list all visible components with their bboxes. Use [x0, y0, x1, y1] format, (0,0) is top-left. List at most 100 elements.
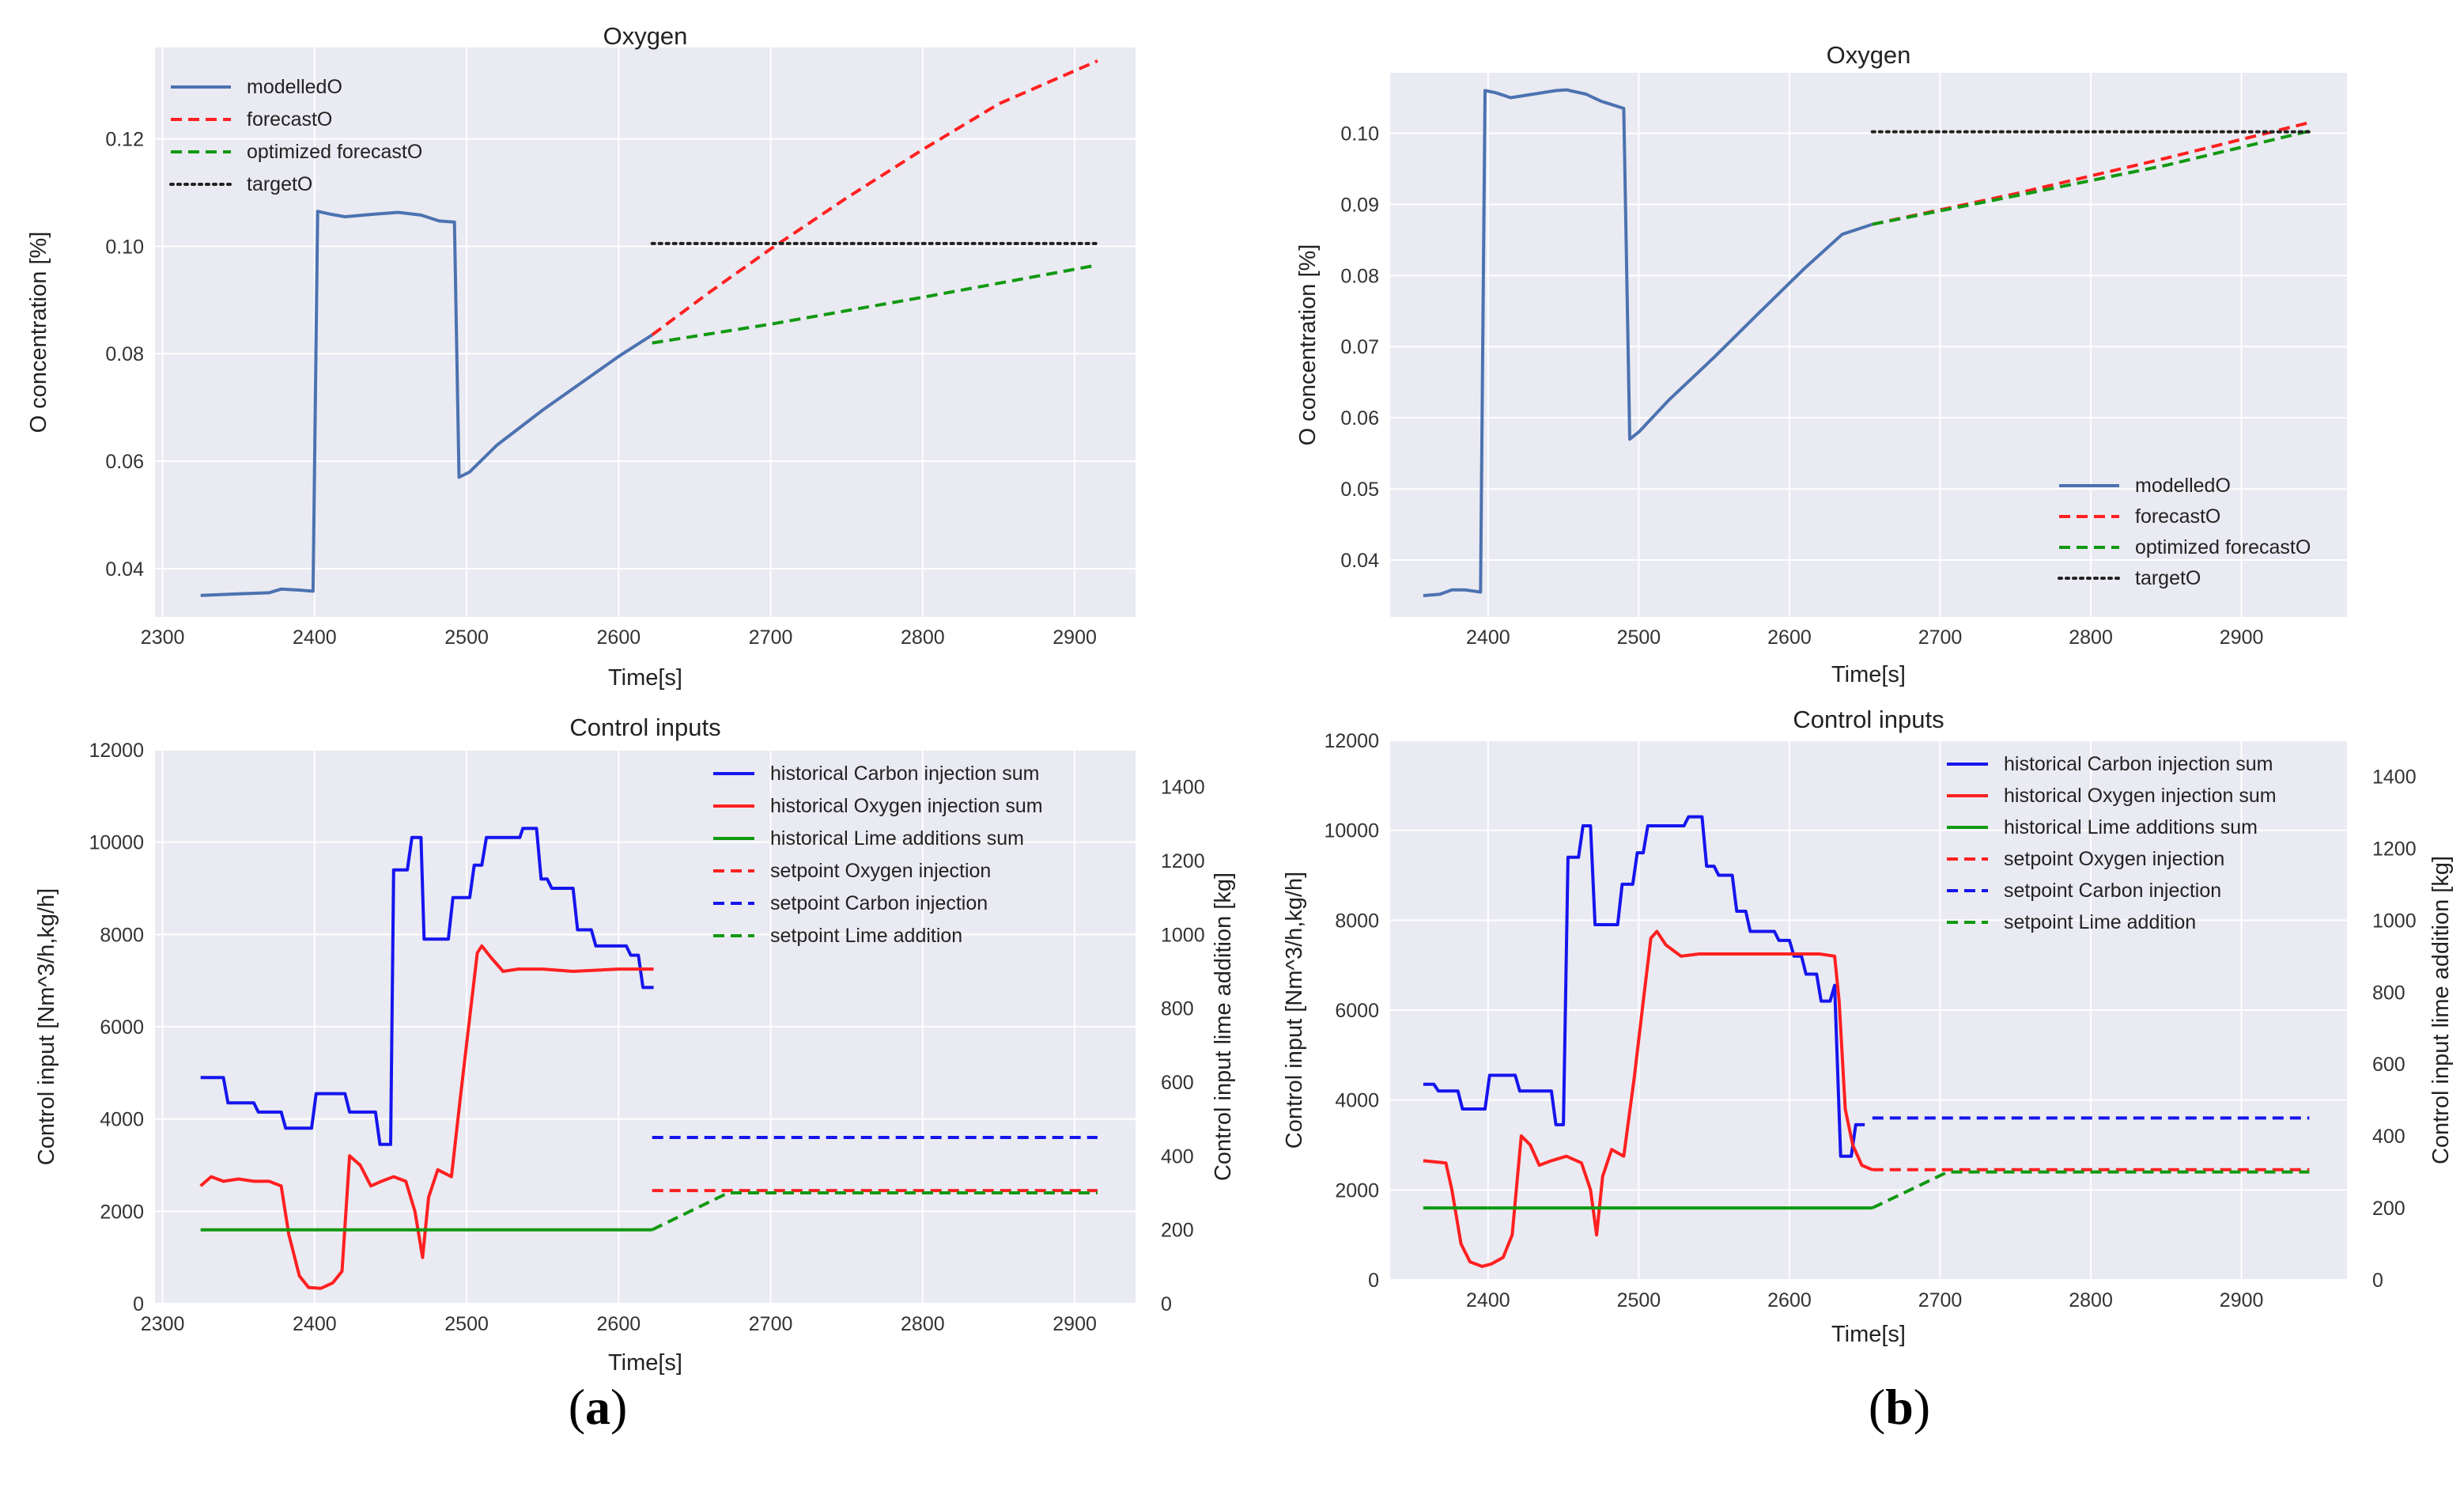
legend-label: setpoint Lime addition — [2004, 911, 2196, 933]
legend-label: setpoint Lime addition — [770, 925, 962, 947]
x-axis-label: Time[s] — [608, 1350, 682, 1376]
series-modelledo — [200, 210, 653, 597]
legend-label: historical Oxygen injection sum — [2004, 785, 2277, 807]
y2-tick-label: 0 — [1161, 1293, 1172, 1315]
legend-label: historical Lime additions sum — [2004, 816, 2258, 838]
legend-label: optimized forecastO — [247, 141, 422, 163]
chart-title: Control inputs — [569, 713, 720, 741]
series-historical-carbon-injection-sum — [200, 827, 654, 1146]
y-tick-label: 0.08 — [105, 343, 144, 365]
y-tick-label: 2000 — [100, 1201, 144, 1223]
y-tick-label: 4000 — [100, 1109, 144, 1131]
y2-tick-label: 1200 — [1161, 850, 1205, 872]
gridlines — [1390, 73, 2347, 617]
y-tick-label: 8000 — [100, 924, 144, 946]
series-historical-oxygen-injection-sum — [1423, 929, 1873, 1268]
y-tick-label: 6000 — [1335, 1000, 1379, 1022]
x-tick-label: 2500 — [1617, 626, 1661, 649]
y2-tick-label: 400 — [2372, 1126, 2405, 1148]
legend: historical Carbon injection sum historica… — [713, 763, 1043, 947]
y-tick-label: 0.05 — [1340, 479, 1379, 501]
legend-label: historical Lime additions sum — [770, 827, 1024, 850]
x-tick-label: 2600 — [597, 1313, 641, 1335]
tick-labels: 2400 2500 2600 2700 2800 2900 0.04 0.05 0.06 0.07… — [1340, 123, 2263, 649]
x-tick-label: 2800 — [2069, 626, 2113, 649]
y-tick-label: 4000 — [1335, 1090, 1379, 1112]
y-tick-label: 0 — [133, 1293, 144, 1315]
series-forecasto — [651, 59, 1098, 337]
legend-label: forecastO — [2135, 505, 2220, 528]
y-tick-label: 12000 — [89, 740, 144, 762]
plot-area — [155, 47, 1136, 617]
y2-axis-label: Control input lime addition [kg] — [1211, 872, 1236, 1181]
x-tick-label: 2600 — [1767, 626, 1812, 649]
series-historical-carbon-injection-sum — [1423, 815, 1865, 1158]
x-tick-label: 2400 — [1466, 626, 1510, 649]
chart-title: Oxygen — [1827, 41, 1911, 69]
y-tick-label: 0.07 — [1340, 336, 1379, 358]
legend-label: optimized forecastO — [2135, 536, 2311, 558]
y-tick-label: 0.06 — [105, 451, 144, 473]
legend-label: forecastO — [247, 108, 332, 131]
y-tick-label: 0.10 — [1340, 123, 1379, 145]
x-tick-label: 2800 — [2069, 1289, 2113, 1311]
chart-a-oxygen: 2300 2400 2500 2600 2700 2800 2900 0.04 0.06 0.08… — [26, 22, 1136, 691]
x-tick-label: 2300 — [141, 1313, 185, 1335]
y-axis-label: O concentration [%] — [26, 232, 51, 433]
x-tick-label: 2800 — [901, 1313, 945, 1335]
chart-b-control-inputs: 2400 2500 2600 2700 2800 29000200040006000800… — [1282, 706, 2454, 1347]
y2-tick-label: 1000 — [2372, 910, 2417, 932]
series-setpoint-lime-addition — [651, 1191, 1098, 1232]
legend-label: setpoint Oxygen injection — [770, 860, 991, 882]
gridlines — [1390, 740, 2347, 1281]
y2-axis-label: Control input lime addition [kg] — [2428, 856, 2454, 1164]
chart-title: Oxygen — [603, 22, 688, 50]
x-tick-label: 2600 — [597, 626, 641, 649]
x-tick-label: 2900 — [2220, 626, 2264, 649]
y2-tick-label: 1400 — [1161, 777, 1205, 799]
x-tick-label: 2500 — [1617, 1289, 1661, 1311]
x-axis-label: Time[s] — [1831, 1322, 1906, 1347]
y-tick-label: 8000 — [1335, 910, 1379, 932]
x-tick-label: 2500 — [444, 1313, 489, 1335]
x-tick-label: 2500 — [444, 626, 489, 649]
y2-tick-label: 1000 — [1161, 924, 1205, 946]
gridlines — [155, 749, 1136, 1304]
series-lines — [199, 827, 1098, 1290]
y2-tick-label: 800 — [2372, 982, 2405, 1004]
series-lines — [1423, 88, 2311, 597]
y-tick-label: 10000 — [89, 832, 144, 854]
legend-label: historical Oxygen injection sum — [770, 795, 1043, 817]
y-tick-label: 6000 — [100, 1016, 144, 1039]
x-axis-label: Time[s] — [1831, 662, 1906, 687]
y2-tick-label: 200 — [2372, 1198, 2405, 1220]
x-tick-label: 2900 — [1052, 1313, 1097, 1335]
x-axis-label: Time[s] — [608, 665, 682, 691]
legend: historical Carbon injection sum historica… — [1947, 753, 2277, 933]
series-optimized-forecasto — [652, 263, 1098, 345]
x-tick-label: 2600 — [1767, 1289, 1812, 1311]
series-historical-oxygen-injection-sum — [199, 944, 654, 1290]
y2-tick-label: 0 — [2372, 1270, 2383, 1292]
x-tick-label: 2700 — [1918, 626, 1963, 649]
legend-label: modelledO — [247, 76, 342, 98]
y-tick-label: 0 — [1368, 1270, 1379, 1292]
tick-labels: 2400 2500 2600 2700 2800 29000200040006000800… — [1324, 730, 2416, 1311]
plot-area — [1390, 73, 2347, 617]
y-tick-label: 10000 — [1324, 820, 1379, 842]
x-tick-label: 2400 — [1466, 1289, 1510, 1311]
y2-tick-label: 600 — [1161, 1072, 1194, 1094]
legend-label: modelledO — [2135, 475, 2231, 497]
legend-label: historical Carbon injection sum — [770, 763, 1039, 785]
x-tick-label: 2900 — [2220, 1289, 2264, 1311]
y-axis-label: O concentration [%] — [1295, 244, 1321, 446]
panel-caption-b: (b) — [1869, 1379, 1930, 1435]
legend-label: targetO — [247, 173, 312, 195]
y2-tick-label: 200 — [1161, 1220, 1194, 1242]
y2-tick-label: 800 — [1161, 998, 1194, 1020]
legend-label: targetO — [2135, 567, 2201, 589]
legend-label: setpoint Carbon injection — [2004, 880, 2221, 902]
chart-b-oxygen: 2400 2500 2600 2700 2800 2900 0.04 0.05 0.06 0.07… — [1295, 41, 2347, 687]
legend: modelledO forecastO optimized forecastO tar… — [2058, 475, 2311, 589]
